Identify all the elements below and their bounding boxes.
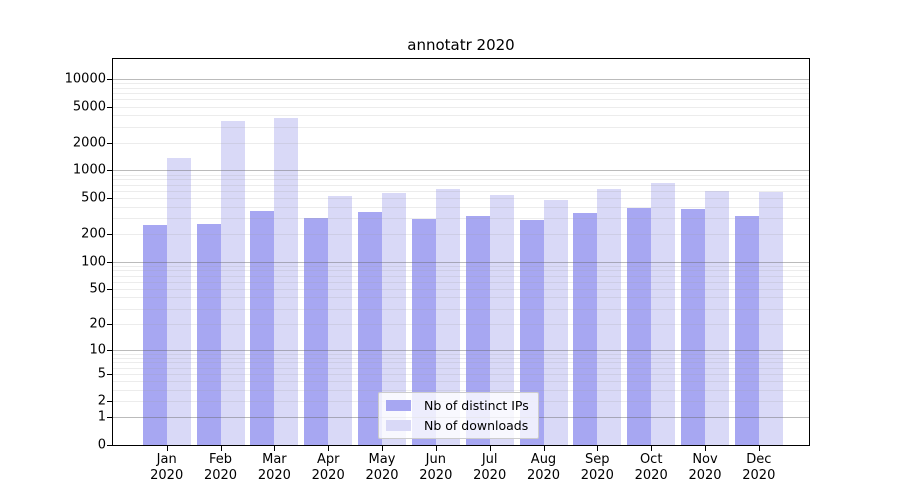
y-tick-mark bbox=[107, 170, 113, 172]
y-tick-label: 50 bbox=[89, 281, 106, 297]
x-tick-mark bbox=[435, 445, 437, 451]
y-tick-mark bbox=[107, 261, 113, 263]
bar-nov-downloads bbox=[705, 190, 729, 445]
y-tick-label: 20 bbox=[89, 316, 106, 332]
legend-item-downloads: Nb of downloads bbox=[386, 418, 529, 433]
bar-oct-downloads bbox=[651, 183, 676, 445]
x-tick-label: Jan 2020 bbox=[150, 452, 184, 483]
y-tick-mark bbox=[107, 445, 113, 446]
y-tick-label: 2 bbox=[97, 393, 106, 409]
y-tick-mark bbox=[107, 349, 113, 351]
y-tick-label: 0 bbox=[97, 437, 106, 453]
x-tick-mark bbox=[597, 445, 599, 451]
y-tick-mark bbox=[107, 106, 113, 108]
bar-oct-distinct-ips bbox=[627, 208, 652, 445]
y-tick-label: 500 bbox=[81, 190, 106, 206]
x-tick-mark bbox=[758, 445, 760, 451]
bar-dec-downloads bbox=[758, 191, 783, 445]
x-tick-label: Nov 2020 bbox=[688, 452, 722, 483]
y-tick-label: 5 bbox=[97, 366, 106, 382]
y-tick-label: 200 bbox=[81, 226, 106, 242]
x-tick-label: Mar 2020 bbox=[257, 452, 291, 483]
x-tick-mark bbox=[543, 445, 545, 451]
y-tick-mark bbox=[107, 197, 113, 199]
y-tick-mark bbox=[107, 288, 113, 290]
bar-aug-downloads bbox=[543, 199, 568, 445]
x-tick-mark bbox=[328, 445, 330, 451]
x-tick-mark bbox=[651, 445, 653, 451]
chart-title: annotatr 2020 bbox=[407, 36, 515, 54]
bar-jan-distinct-ips bbox=[142, 224, 167, 445]
bar-jan-downloads bbox=[166, 158, 191, 445]
plot-area bbox=[112, 58, 810, 446]
bar-dec-distinct-ips bbox=[734, 216, 759, 445]
bar-mar-downloads bbox=[274, 117, 299, 445]
bars-layer bbox=[113, 59, 809, 445]
bar-apr-downloads bbox=[328, 195, 353, 445]
x-tick-label: Feb 2020 bbox=[203, 452, 238, 483]
y-tick-mark bbox=[107, 142, 113, 144]
bar-mar-distinct-ips bbox=[250, 211, 275, 445]
x-tick-label: Jun 2020 bbox=[419, 452, 453, 483]
x-tick-label: Dec 2020 bbox=[742, 452, 776, 483]
legend-label-distinct-ips: Nb of distinct IPs bbox=[424, 398, 529, 413]
bar-feb-downloads bbox=[220, 121, 245, 445]
y-tick-label: 1000 bbox=[72, 162, 106, 178]
y-tick-label: 100 bbox=[81, 254, 106, 270]
y-tick-label: 10000 bbox=[64, 71, 106, 87]
legend: Nb of distinct IPs Nb of downloads bbox=[378, 392, 539, 439]
x-tick-label: Apr 2020 bbox=[311, 452, 345, 483]
bar-sep-downloads bbox=[597, 188, 622, 445]
legend-swatch-downloads bbox=[386, 420, 411, 431]
bar-apr-distinct-ips bbox=[304, 217, 329, 445]
legend-item-distinct-ips: Nb of distinct IPs bbox=[386, 398, 529, 413]
x-tick-mark bbox=[705, 445, 706, 451]
y-tick-label: 5000 bbox=[72, 99, 106, 114]
x-tick-mark bbox=[220, 445, 222, 451]
y-tick-label: 1 bbox=[97, 409, 106, 425]
y-tick-mark bbox=[107, 234, 113, 236]
y-tick-label: 10 bbox=[89, 342, 106, 358]
x-tick-mark bbox=[489, 445, 491, 451]
x-tick-label: Aug 2020 bbox=[526, 452, 561, 483]
y-tick-mark bbox=[107, 373, 113, 375]
x-tick-label: Jul 2020 bbox=[473, 452, 507, 483]
bar-feb-distinct-ips bbox=[196, 223, 221, 445]
x-tick-mark bbox=[274, 445, 276, 451]
legend-label-downloads: Nb of downloads bbox=[424, 418, 529, 433]
x-tick-label: Sep 2020 bbox=[580, 452, 614, 483]
y-tick-mark bbox=[107, 417, 113, 419]
y-tick-mark bbox=[107, 401, 113, 403]
bar-nov-distinct-ips bbox=[681, 208, 705, 445]
x-tick-mark bbox=[166, 445, 168, 451]
x-tick-mark bbox=[382, 445, 383, 451]
x-tick-label: May 2020 bbox=[365, 452, 399, 483]
bar-sep-distinct-ips bbox=[573, 213, 598, 445]
y-tick-mark bbox=[107, 78, 113, 80]
y-tick-mark bbox=[107, 324, 113, 325]
x-tick-label: Oct 2020 bbox=[634, 452, 668, 483]
y-tick-label: 2000 bbox=[72, 135, 106, 151]
legend-swatch-distinct-ips bbox=[386, 400, 411, 411]
